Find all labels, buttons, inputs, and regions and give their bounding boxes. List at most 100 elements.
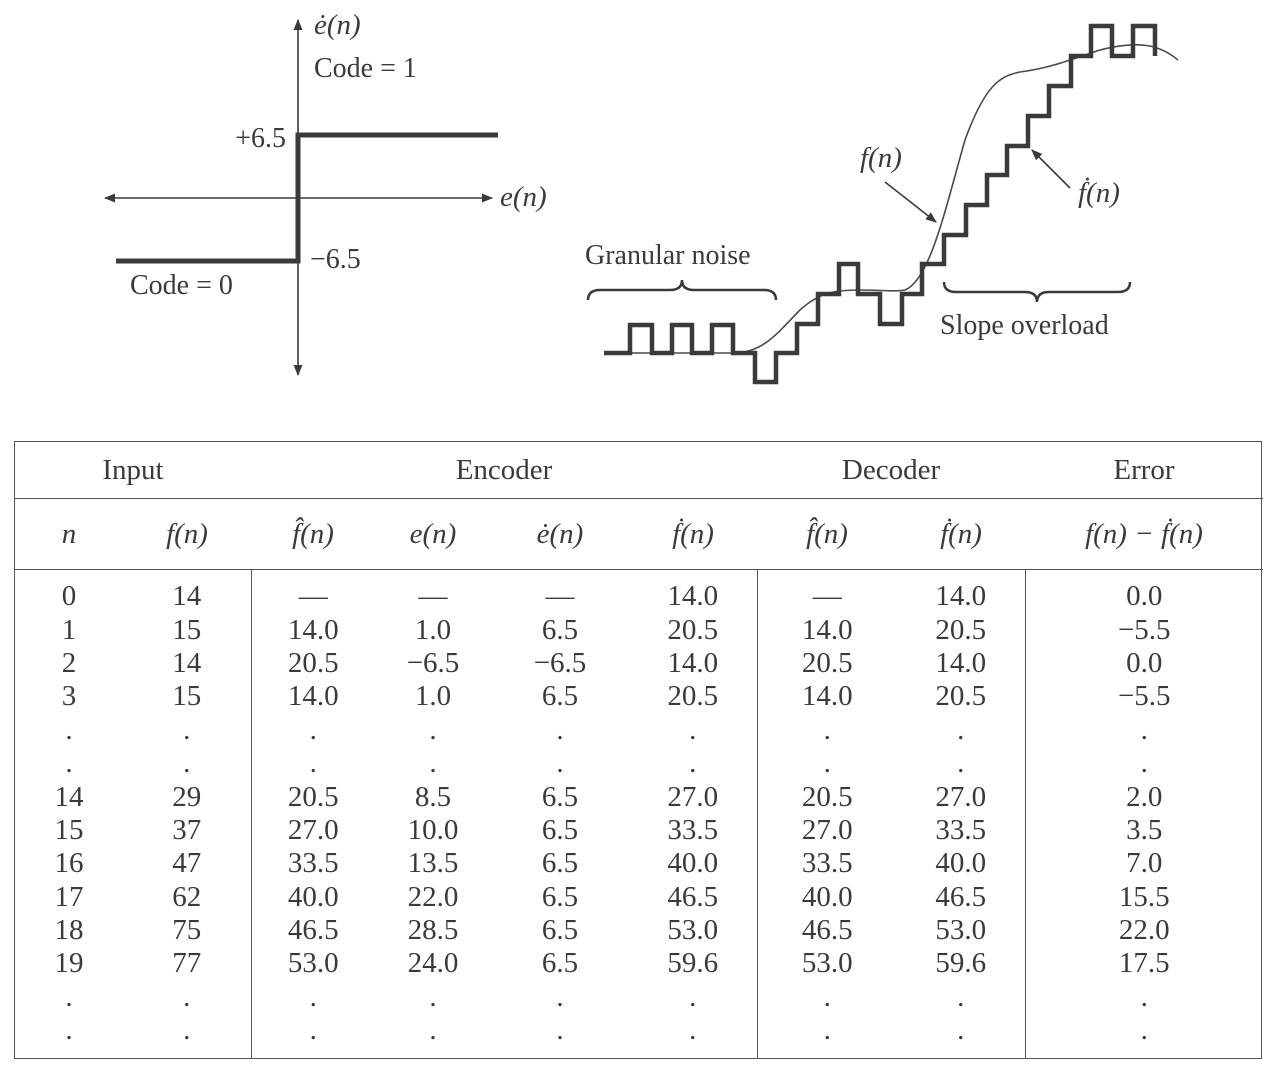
- group-error: Error: [1025, 442, 1263, 499]
- table-cell: 8.5: [414, 780, 452, 813]
- table-row: 2 14 20.5 −6.5 −6.5 14.0 20.5 14.0 0.0: [15, 646, 1263, 681]
- table-cell: .: [250, 713, 375, 747]
- table-cell: 28.5: [407, 914, 459, 947]
- minus-level-label: −6.5: [310, 244, 361, 275]
- table-cell: 0: [61, 580, 77, 613]
- table-cell: 62: [172, 880, 202, 913]
- table-cell: 15: [172, 680, 202, 713]
- table-filler-cell: [375, 1047, 491, 1058]
- table-cell: 10.0: [407, 813, 459, 846]
- quantizer-plot: ė(n) Code = 1 +6.5 e(n) −6.5 Code = 0: [103, 9, 547, 377]
- table-cell: 3.5: [1024, 813, 1263, 848]
- table-filler-cell: [123, 1047, 251, 1058]
- table-filler-row: [15, 1047, 1263, 1058]
- table-cell: 27.0: [667, 780, 719, 813]
- table-cell: 77: [172, 947, 202, 980]
- table-cell: 53.0: [935, 914, 987, 947]
- table-cell: 22.0: [1024, 913, 1263, 948]
- table-row: 17 62 40.0 22.0 6.5 46.5 40.0 46.5 15.5: [15, 880, 1263, 914]
- table-cell: .: [1024, 746, 1263, 781]
- col-header: f(n) − ḟ(n): [1025, 498, 1263, 570]
- table-cell: 46.5: [935, 880, 987, 913]
- group-input: Input: [15, 442, 251, 499]
- table-cell: 59.6: [935, 947, 987, 980]
- slope-overload-brace: [942, 281, 1132, 303]
- table-row: .........: [15, 713, 1263, 747]
- table-cell: .: [250, 1014, 375, 1048]
- table-cell: 40.0: [667, 847, 719, 880]
- table-cell: 15: [54, 813, 84, 846]
- table-cell: 2.0: [1024, 780, 1263, 814]
- table-cell: 46.5: [756, 913, 897, 948]
- column-header-row: n f(n) f̂(n) e(n) ė(n) ḟ(n) f̂(n) ḟ(n) f…: [15, 498, 1263, 570]
- staircase-approximation: [604, 23, 1158, 385]
- plus-level-label: +6.5: [235, 123, 286, 154]
- table-cell: .: [556, 1014, 564, 1047]
- table-cell: 19: [54, 947, 84, 980]
- table-cell: 14.0: [756, 680, 897, 714]
- slope-overload-label: Slope overload: [940, 310, 1109, 341]
- table-cell: 6.5: [541, 847, 579, 880]
- table-cell: 20.5: [250, 780, 375, 814]
- table-cell: 59.6: [667, 947, 719, 980]
- table-cell: 20.5: [250, 646, 375, 681]
- delta-modulation-figure: ė(n) Code = 1 +6.5 e(n) −6.5 Code = 0 Gr…: [103, 9, 1179, 385]
- table-cell: 17: [54, 880, 84, 913]
- code-zero-label: Code = 0: [130, 270, 233, 301]
- table-filler-cell: [1024, 1047, 1263, 1058]
- col-header: ḟ(n): [897, 498, 1025, 570]
- table-cell: 40.0: [756, 880, 897, 914]
- table-cell: .: [957, 747, 965, 780]
- table-cell: −5.5: [1024, 680, 1263, 714]
- table-cell: 14.0: [250, 613, 375, 647]
- table-cell: 13.5: [407, 847, 459, 880]
- signal-pointer-arrow: [884, 181, 937, 223]
- table-cell: 0.0: [1024, 569, 1263, 614]
- table-cell: —: [545, 580, 575, 613]
- staircase-pointer-arrow: [1031, 149, 1071, 189]
- table-cell: 1.0: [414, 613, 452, 646]
- table-cell: 20.5: [935, 680, 987, 713]
- table-cell: 14.0: [250, 680, 375, 714]
- table-cell: 6.5: [541, 914, 579, 947]
- col-header: e(n): [375, 498, 491, 570]
- col-header: ė(n): [491, 498, 629, 570]
- code-one-label: Code = 1: [314, 53, 417, 84]
- table-cell: 0.0: [1024, 646, 1263, 681]
- table-cell: .: [250, 746, 375, 781]
- table-cell: 6.5: [541, 947, 579, 980]
- table-filler-cell: [491, 1047, 629, 1058]
- table-row: .........: [15, 746, 1263, 781]
- table-cell: 33.5: [250, 847, 375, 881]
- table-cell: 14: [172, 580, 202, 613]
- table-filler-cell: [897, 1047, 1025, 1058]
- table-cell: .: [556, 747, 564, 780]
- table-cell: .: [65, 980, 73, 1013]
- table-cell: .: [429, 747, 437, 780]
- table-cell: .: [1024, 713, 1263, 747]
- table-cell: 1: [61, 613, 77, 646]
- table-cell: .: [429, 980, 437, 1013]
- group-header-row: Input Encoder Decoder Error: [15, 442, 1263, 499]
- table-row: 1 15 14.0 1.0 6.5 20.5 14.0 20.5 −5.5: [15, 613, 1263, 647]
- table-cell: −6.5: [406, 646, 460, 679]
- table-cell: 20.5: [667, 680, 719, 713]
- data-table: Input Encoder Decoder Error n f(n) f̂(n)…: [15, 442, 1263, 1058]
- col-header: f̂(n): [251, 498, 375, 570]
- granular-noise-brace: [586, 279, 778, 301]
- table-cell: 14.0: [667, 646, 719, 679]
- table-cell: 46.5: [667, 880, 719, 913]
- table-cell: 20.5: [667, 613, 719, 646]
- table-cell: .: [957, 713, 965, 746]
- col-header: n: [15, 498, 123, 570]
- table-cell: 14.0: [667, 580, 719, 613]
- table-cell: .: [756, 713, 897, 747]
- group-encoder: Encoder: [251, 442, 757, 499]
- table-cell: −5.5: [1024, 613, 1263, 647]
- table-cell: 29: [172, 780, 202, 813]
- staircase-label: ḟ(n): [1078, 176, 1120, 209]
- table-row: 18 75 46.5 28.5 6.5 53.0 46.5 53.0 22.0: [15, 913, 1263, 948]
- table-cell: 40.0: [250, 880, 375, 914]
- table-cell: 14.0: [756, 613, 897, 647]
- table-cell: 15: [172, 613, 202, 646]
